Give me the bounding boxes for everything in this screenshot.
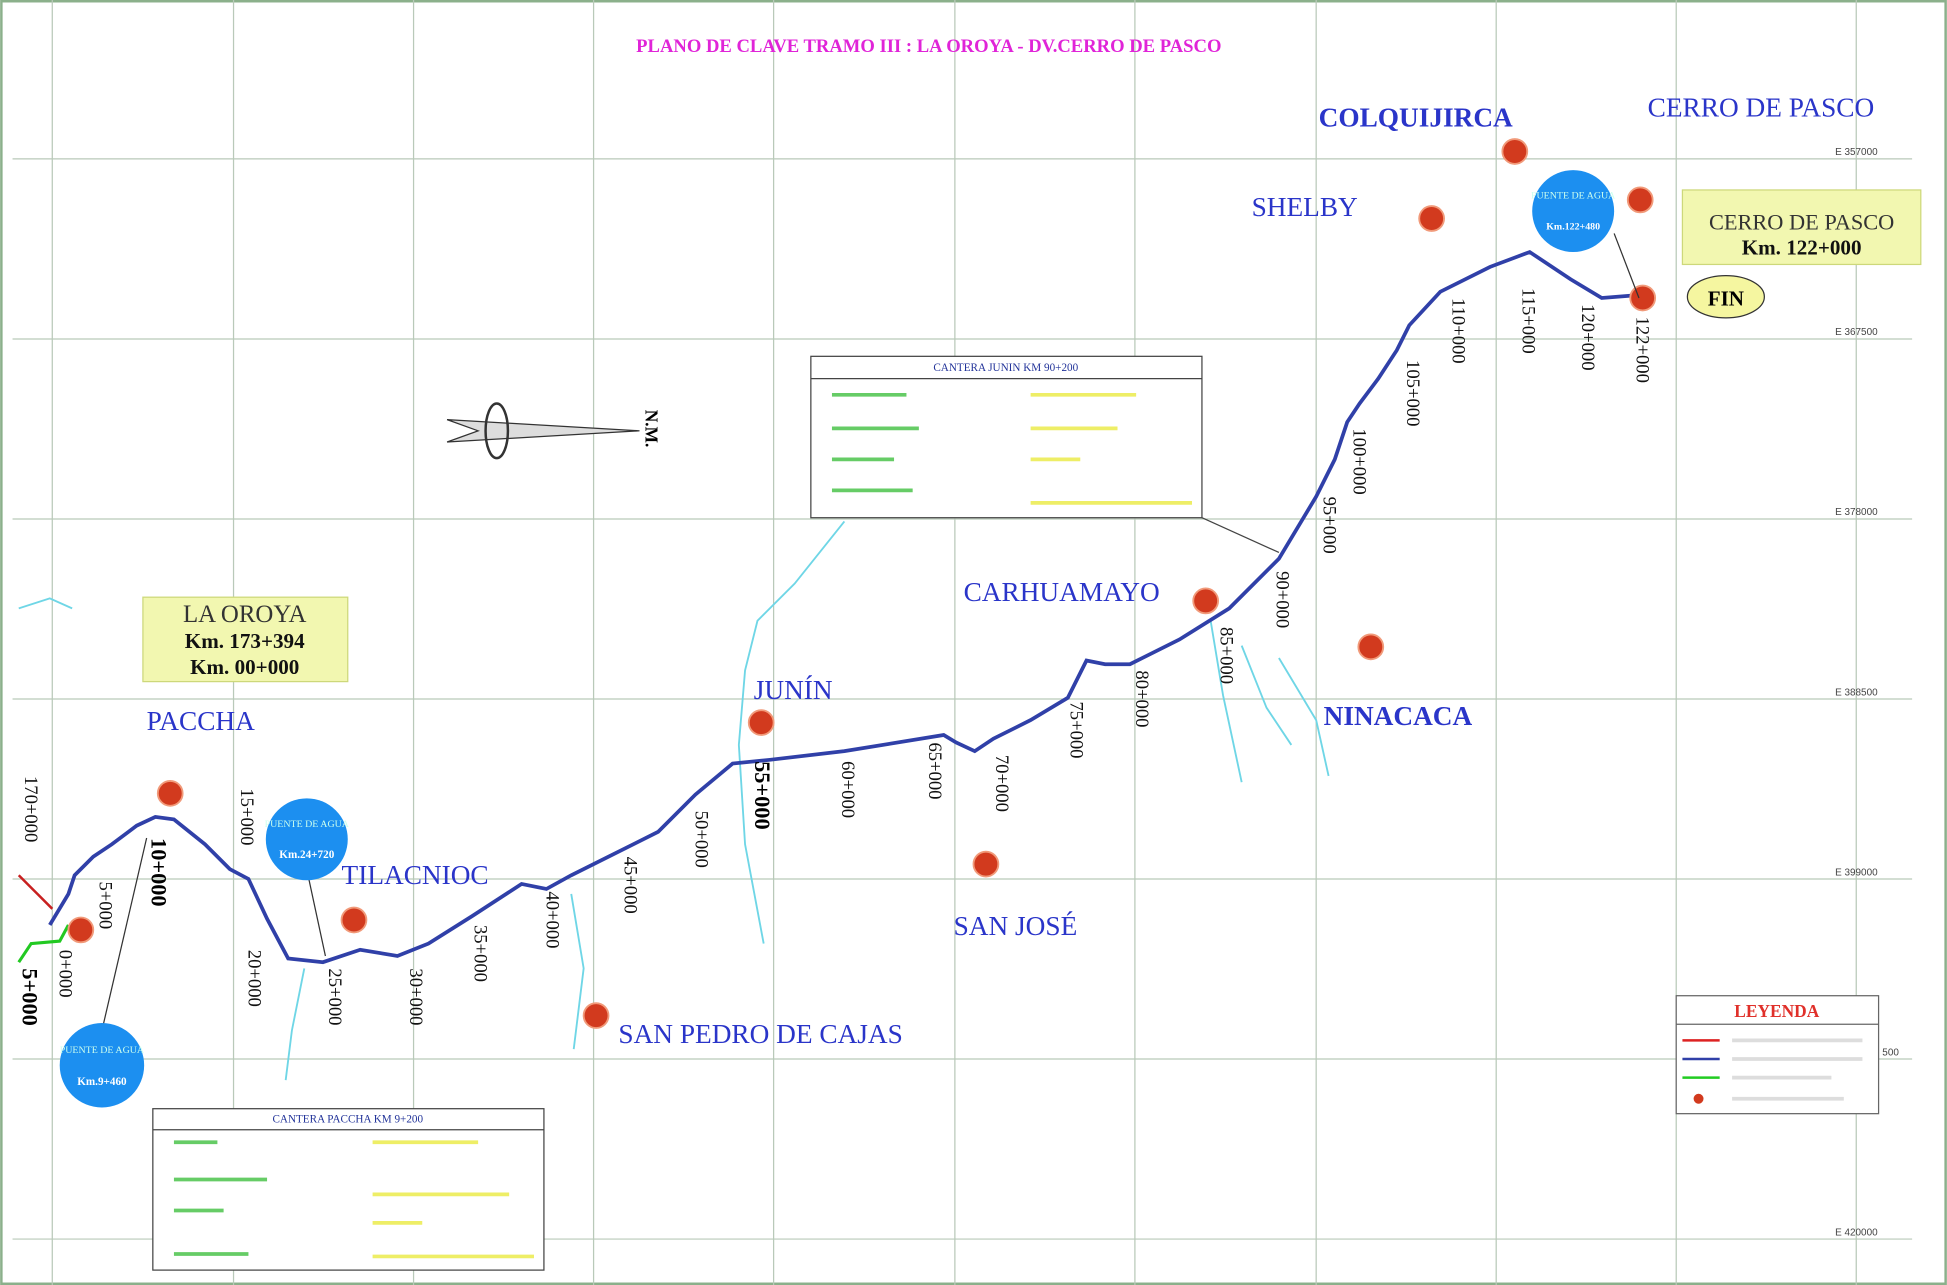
start-box: LA OROYA Km. 173+394 Km. 00+000: [142, 596, 349, 683]
grid-label: E 388500: [1835, 687, 1878, 698]
km-markers: 170+000 5+000 0+000 5+000 10+000 15+000 20+000…: [17, 288, 1652, 1026]
bridge-km: Km.24+720: [279, 849, 334, 861]
route: [48, 249, 1646, 965]
start-km: Km. 173+394: [185, 629, 305, 653]
place: COLQUIJIRCA: [1319, 103, 1513, 133]
place: CARHUAMAYO: [964, 577, 1160, 607]
grid-label: E 399000: [1835, 867, 1878, 878]
place: SAN JOSÉ: [954, 911, 1078, 941]
km-marker: 110+000: [1448, 298, 1469, 364]
bridge-label: PUENTE DE AGUA: [60, 1045, 145, 1056]
km-marker: 40+000: [541, 891, 562, 948]
grid: [12, 0, 1913, 1285]
place: JUNÍN: [754, 675, 833, 705]
start-km: Km. 00+000: [190, 655, 299, 679]
end-box: CERRO DE PASCO Km. 122+000 FIN: [1681, 189, 1922, 319]
km-marker: 0+000: [55, 950, 76, 998]
km-marker: 170+000: [20, 776, 41, 842]
quarry-junin: CANTERA JUNIN KM 90+200: [810, 355, 1280, 554]
legend: LEYENDA: [1675, 995, 1880, 1115]
grid-label: E 378000: [1835, 507, 1878, 518]
km-marker: 25+000: [324, 968, 345, 1025]
bridge-km: Km.122+480: [1546, 222, 1600, 233]
km-marker: 100+000: [1348, 428, 1369, 494]
map-title: PLANO DE CLAVE TRAMO III : LA OROYA - DV…: [636, 36, 1221, 57]
km-marker: 45+000: [620, 857, 641, 914]
legend-title: LEYENDA: [1734, 1002, 1819, 1021]
north-label: N.M.: [642, 410, 661, 448]
km-marker: 55+000: [750, 761, 775, 830]
grid-label: E 357000: [1835, 147, 1878, 158]
km-marker: 115+000: [1517, 288, 1538, 354]
km-marker: 5+000: [94, 881, 115, 929]
km-marker: 122+000: [1631, 317, 1652, 383]
grid-label: E 367500: [1835, 327, 1878, 338]
km-marker: 30+000: [405, 968, 426, 1025]
fin-label: FIN: [1708, 286, 1744, 310]
bridge-label: PUENTE DE AGUA: [265, 819, 350, 830]
km-marker: 65+000: [924, 742, 945, 799]
bridge-km: Km.9+460: [77, 1076, 127, 1088]
km-marker: 15+000: [236, 788, 257, 845]
km-marker: 50+000: [690, 811, 711, 868]
km-marker: 105+000: [1402, 360, 1423, 426]
km-marker: 20+000: [243, 950, 264, 1007]
km-marker: 60+000: [837, 761, 858, 818]
km-marker: 75+000: [1065, 701, 1086, 758]
km-marker: 120+000: [1577, 304, 1598, 370]
km-marker: 35+000: [469, 925, 490, 982]
place: TILACNIOC: [342, 860, 489, 890]
grid-labels: E 357000 E 367500 E 378000 E 388500 E 39…: [1835, 147, 1899, 1238]
place: SHELBY: [1252, 192, 1358, 222]
bridge-label: PUENTE DE AGUA: [1531, 191, 1616, 202]
km-marker: 90+000: [1271, 571, 1292, 628]
grid-label: 500: [1882, 1047, 1899, 1058]
grid-label: E 420000: [1835, 1227, 1878, 1238]
km-marker: 10+000: [147, 838, 172, 907]
km-marker: 80+000: [1131, 670, 1152, 727]
quarry-paccha: CANTERA PACCHA KM 9+200: [152, 1108, 545, 1271]
north-arrow: N.M.: [446, 402, 661, 460]
km-marker: 70+000: [991, 755, 1012, 812]
rivers: [18, 520, 1330, 1081]
green-route: [17, 924, 70, 964]
start-name: LA OROYA: [183, 601, 307, 628]
quarry-title: CANTERA PACCHA KM 9+200: [272, 1113, 423, 1125]
place: SAN PEDRO DE CAJAS: [618, 1019, 902, 1049]
place: NINACACA: [1324, 701, 1473, 731]
place: PACCHA: [147, 706, 256, 736]
place: CERRO DE PASCO: [1648, 93, 1875, 123]
km-marker: 5+000: [17, 968, 42, 1025]
end-km: Km. 122+000: [1742, 236, 1862, 260]
quarry-title: CANTERA JUNIN KM 90+200: [933, 362, 1078, 374]
km-marker: 85+000: [1216, 627, 1237, 684]
end-name: CERRO DE PASCO: [1709, 210, 1894, 235]
red-route: [17, 874, 54, 910]
km-marker: 95+000: [1319, 497, 1340, 554]
bridges: PUENTE DE AGUA Km.9+460 PUENTE DE AGUA K…: [59, 170, 1640, 1108]
